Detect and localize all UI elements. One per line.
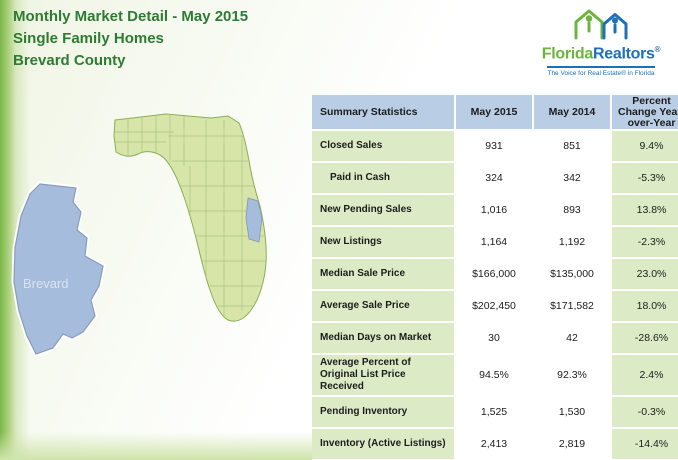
brevard-county-enlarged-shape: [13, 183, 104, 355]
col-header-may-2015: May 2015: [456, 95, 534, 131]
brand-wordmark: FloridaRealtors®: [536, 42, 666, 62]
summary-statistics-table: Summary Statistics May 2015 May 2014 Per…: [312, 95, 678, 460]
table-row-inventory-active-listings: Inventory (Active Listings) 2,413 2,819 …: [312, 429, 678, 460]
registered-mark: ®: [654, 45, 661, 54]
value-may-2015: 2,413: [456, 429, 534, 460]
brand-realtors: Realtors: [593, 45, 655, 63]
row-label: Pending Inventory: [312, 397, 456, 429]
row-label: Average Sale Price: [312, 291, 456, 323]
value-may-2015: 324: [456, 163, 534, 195]
value-may-2014: 893: [534, 195, 612, 227]
table-row-closed-sales: Closed Sales 931 851 9.4%: [312, 131, 678, 163]
value-percent-change: -28.6%: [612, 323, 678, 355]
value-may-2014: 851: [534, 131, 612, 163]
value-percent-change: 9.4%: [612, 131, 678, 163]
value-may-2015: $166,000: [456, 259, 534, 291]
value-may-2014: $171,582: [534, 291, 612, 323]
value-percent-change: -14.4%: [612, 429, 678, 460]
table-row-paid-in-cash: Paid in Cash 324 342 -5.3%: [312, 163, 678, 195]
value-may-2014: $135,000: [534, 259, 612, 291]
florida-county-map: Brevard: [6, 106, 311, 376]
table-row-median-sale-price: Median Sale Price $166,000 $135,000 23.0…: [312, 259, 678, 291]
value-may-2014: 92.3%: [534, 355, 612, 397]
value-may-2015: $202,450: [456, 291, 534, 323]
county-border-lines: [114, 114, 266, 318]
florida-state-shape: [113, 113, 267, 322]
report-title: Monthly Market Detail - May 2015 Single …: [13, 6, 248, 72]
title-line-report-name: Monthly Market Detail - May 2015: [13, 8, 249, 25]
row-label: New Listings: [312, 227, 456, 259]
value-percent-change: 18.0%: [612, 291, 678, 323]
value-may-2015: 1,164: [456, 227, 534, 259]
brand-florida: Florida: [541, 45, 594, 63]
value-may-2015: 30: [456, 323, 534, 355]
value-may-2014: 42: [534, 323, 612, 355]
table-row-average-percent-list-price: Average Percent of Original List Price R…: [312, 355, 678, 397]
col-header-summary-statistics: Summary Statistics: [312, 95, 456, 131]
row-label: Median Sale Price: [312, 259, 456, 291]
value-percent-change: 13.8%: [612, 195, 678, 227]
row-label: Paid in Cash: [312, 163, 456, 195]
value-may-2014: 1,530: [534, 397, 612, 429]
row-label: New Pending Sales: [312, 195, 456, 227]
row-label: Inventory (Active Listings): [312, 429, 456, 460]
value-may-2014: 1,192: [534, 227, 612, 259]
table-row-new-pending-sales: New Pending Sales 1,016 893 13.8%: [312, 195, 678, 227]
col-header-may-2014: May 2014: [534, 95, 612, 131]
florida-map-svg: Brevard: [11, 113, 267, 358]
table-header-row: Summary Statistics May 2015 May 2014 Per…: [312, 95, 678, 131]
value-may-2015: 931: [456, 131, 534, 163]
value-may-2014: 2,819: [534, 429, 612, 460]
row-label: Closed Sales: [312, 131, 456, 163]
table-row-new-listings: New Listings 1,164 1,192 -2.3%: [312, 227, 678, 259]
title-line-property-type: Single Family Homes: [13, 30, 164, 47]
value-percent-change: -5.3%: [612, 163, 678, 195]
brevard-county-map-highlight: [245, 197, 263, 243]
value-may-2015: 1,525: [456, 397, 534, 429]
value-percent-change: -2.3%: [612, 227, 678, 259]
row-label: Average Percent of Original List Price R…: [312, 355, 456, 397]
county-label: Brevard: [23, 276, 69, 291]
house-people-icon: [574, 9, 628, 40]
value-percent-change: 2.4%: [612, 355, 678, 397]
title-line-county: Brevard County: [13, 52, 126, 69]
value-percent-change: 23.0%: [612, 259, 678, 291]
value-may-2015: 94.5%: [456, 355, 534, 397]
value-may-2014: 342: [534, 163, 612, 195]
florida-realtors-logo: FloridaRealtors® The Voice for Real Esta…: [536, 4, 666, 80]
value-percent-change: -0.3%: [612, 397, 678, 429]
row-label: Median Days on Market: [312, 323, 456, 355]
brand-tagline: The Voice for Real Estate® in Florida: [547, 66, 655, 78]
value-may-2015: 1,016: [456, 195, 534, 227]
table-row-median-days-on-market: Median Days on Market 30 42 -28.6%: [312, 323, 678, 355]
table-row-average-sale-price: Average Sale Price $202,450 $171,582 18.…: [312, 291, 678, 323]
col-header-percent-change: Percent Change Year-over-Year: [612, 95, 678, 131]
table-row-pending-inventory: Pending Inventory 1,525 1,530 -0.3%: [312, 397, 678, 429]
